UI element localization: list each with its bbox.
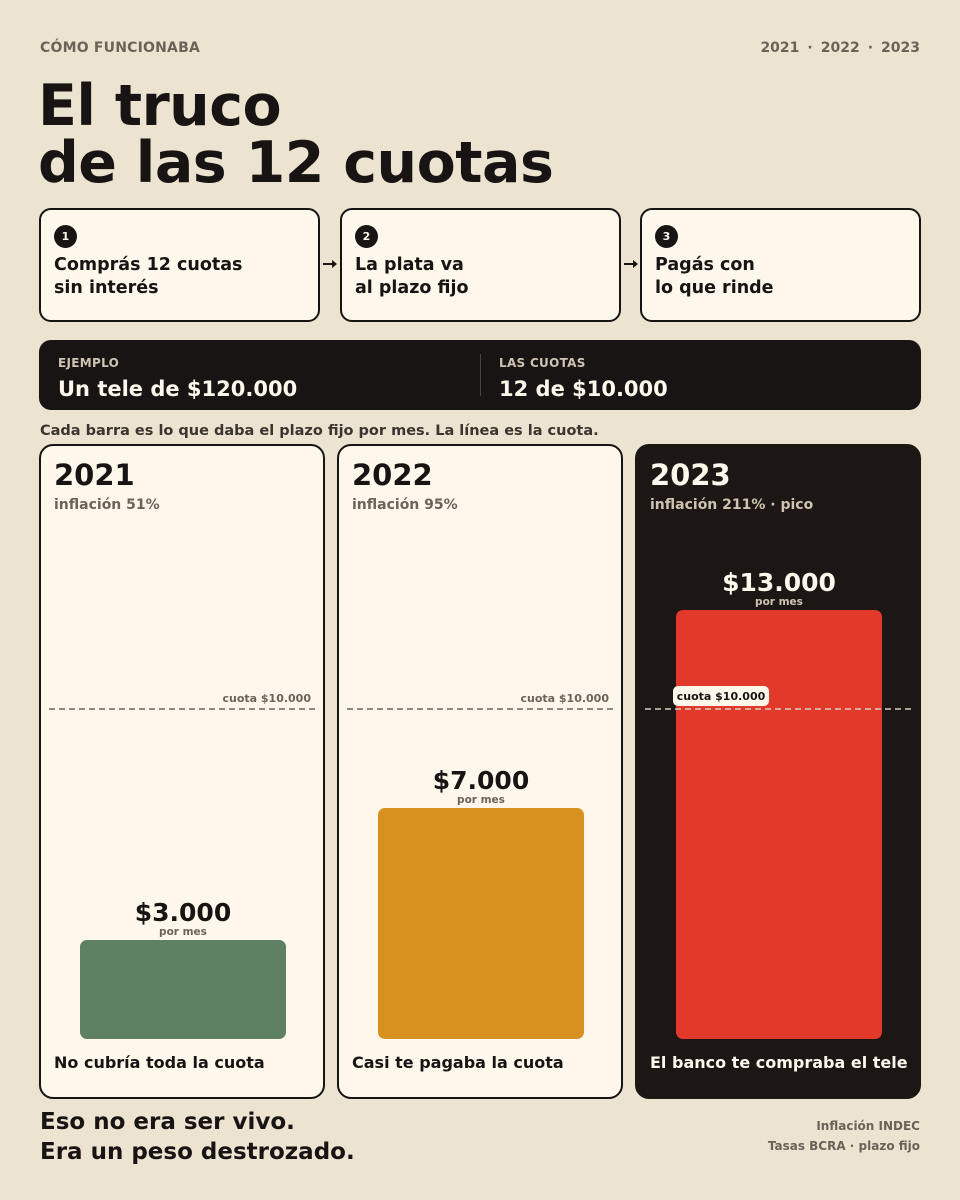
arrow-right-icon: [624, 260, 638, 268]
panel-note: No cubría toda la cuota: [54, 1053, 265, 1072]
source-line: Tasas BCRA · plazo fijo: [767, 1139, 920, 1153]
bar-unit-label: por mes: [159, 926, 207, 938]
year-list: 2021 · 2022 · 2023: [760, 40, 920, 56]
panel-note: El banco te compraba el tele: [650, 1053, 908, 1072]
divider: [480, 354, 481, 396]
bar: [676, 610, 882, 1039]
reference-label: cuota $10.000: [677, 690, 766, 703]
title-line-1: El truco: [38, 73, 282, 139]
closing-line: Era un peso destrozado.: [40, 1139, 355, 1165]
panel-note: Casi te pagaba la cuota: [352, 1053, 564, 1072]
step-text: Comprás 12 cuotas sin interés: [54, 254, 242, 300]
panel-inflation: inflación 51%: [54, 497, 160, 513]
kicker: CÓMO FUNCIONABA: [40, 40, 200, 56]
reference-label: cuota $10.000: [222, 692, 311, 705]
step-text-line: Pagás con: [655, 255, 755, 275]
panel-year: 2021: [54, 458, 135, 492]
separator-dot: ·: [807, 40, 813, 56]
bar-value-label: $7.000: [433, 766, 529, 795]
step-text-line: La plata va: [355, 255, 464, 275]
step-text: La plata va al plazo fijo: [355, 254, 469, 300]
sources: Inflación INDEC Tasas BCRA · plazo fijo: [768, 1116, 920, 1156]
step-card-2: 2 La plata va al plazo fijo: [340, 208, 621, 322]
step-number: 3: [655, 225, 678, 248]
bar: [378, 808, 584, 1039]
chart-panel-2023: 2023 inflación 211% · pico cuota $10.000…: [635, 444, 921, 1099]
chart-panel-2021: 2021 inflación 51% cuota $10.000 $3.000 po…: [39, 444, 325, 1099]
year-label: 2023: [881, 40, 920, 56]
example-label: EJEMPLO: [58, 356, 120, 370]
bar: [80, 940, 286, 1039]
step-text-line: al plazo fijo: [355, 278, 469, 298]
bar-value-label: $3.000: [135, 898, 231, 927]
source-line: Inflación INDEC: [816, 1119, 920, 1133]
step-text-line: sin interés: [54, 278, 159, 298]
chart-caption: Cada barra es lo que daba el plazo fijo …: [40, 423, 599, 439]
closing-line: Eso no era ser vivo.: [40, 1109, 295, 1135]
title-line-2: de las 12 cuotas: [38, 130, 554, 196]
panel-inflation: inflación 211% · pico: [650, 497, 814, 513]
closing-quote: Eso no era ser vivo. Era un peso destroz…: [40, 1107, 355, 1167]
step-card-3: 3 Pagás con lo que rinde: [640, 208, 921, 322]
page-title: El truco de las 12 cuotas: [38, 73, 554, 196]
bar-unit-label: por mes: [755, 596, 803, 608]
bar-unit-label: por mes: [457, 794, 505, 806]
step-text-line: Comprás 12 cuotas: [54, 255, 243, 275]
installments-label: LAS CUOTAS: [499, 356, 586, 370]
year-label: 2022: [820, 40, 860, 56]
chart-panel-2022: 2022 inflación 95% cuota $10.000 $7.000 po…: [337, 444, 623, 1099]
reference-label: cuota $10.000: [520, 692, 609, 705]
panel-year: 2023: [650, 458, 731, 492]
example-value: Un tele de $120.000: [58, 377, 298, 401]
step-text: Pagás con lo que rinde: [655, 254, 774, 300]
step-number: 2: [355, 225, 378, 248]
year-label: 2021: [760, 40, 800, 56]
example-banner: EJEMPLO Un tele de $120.000 LAS CUOTAS 1…: [39, 340, 921, 410]
installments-value: 12 de $10.000: [499, 377, 668, 401]
step-card-1: 1 Comprás 12 cuotas sin interés: [39, 208, 320, 322]
separator-dot: ·: [867, 40, 874, 56]
arrow-right-icon: [323, 260, 337, 268]
panel-year: 2022: [352, 458, 433, 492]
bar-value-label: $13.000: [722, 568, 836, 597]
step-text-line: lo que rinde: [655, 278, 774, 298]
panel-inflation: inflación 95%: [352, 497, 458, 513]
step-number: 1: [54, 225, 77, 248]
reference-label-bg: [673, 686, 769, 706]
